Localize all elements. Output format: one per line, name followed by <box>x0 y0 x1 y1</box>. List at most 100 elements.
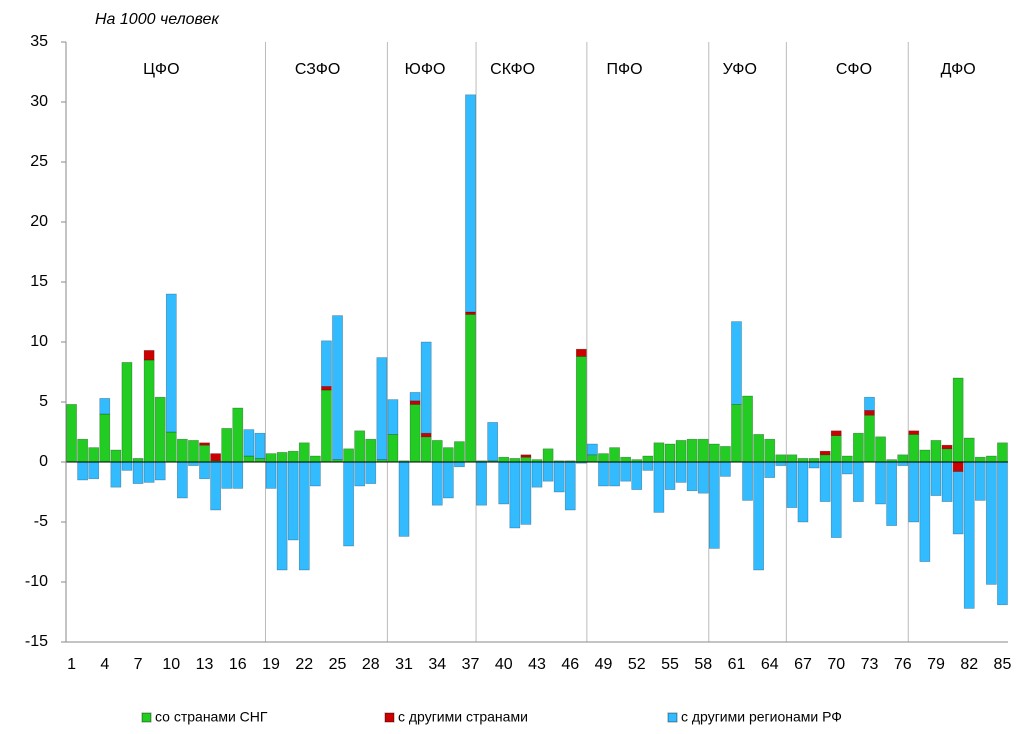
bar-segment <box>974 456 986 463</box>
bar-segment <box>276 452 288 463</box>
bar-segment <box>841 461 853 475</box>
bar-segment <box>997 442 1008 463</box>
y-tick-label: 25 <box>30 153 48 170</box>
bar-segment <box>398 461 410 537</box>
bar-segment <box>786 454 798 463</box>
bar-segment <box>908 461 920 523</box>
y-tick-label: -15 <box>25 633 48 650</box>
bar-segment <box>365 461 377 484</box>
bar-segment <box>431 440 443 463</box>
legend-marker <box>384 712 395 723</box>
group-label: ПФО <box>606 61 642 78</box>
bar-segment <box>786 461 798 508</box>
x-tick-label: 19 <box>262 656 280 673</box>
bar-segment <box>575 356 587 463</box>
bar-segment <box>830 435 842 463</box>
y-tick-label: 10 <box>30 333 48 350</box>
bar-segment <box>875 436 886 463</box>
bar-segment <box>886 461 897 526</box>
bar-segment <box>620 461 632 482</box>
bar-segment <box>265 453 277 463</box>
bar-segment <box>188 440 199 463</box>
bar-segment <box>731 321 742 405</box>
bar-segment <box>420 436 432 463</box>
bar-segment <box>742 461 753 501</box>
bar-segment <box>154 461 166 481</box>
bar-segment <box>564 461 576 511</box>
bar-segment <box>298 461 310 571</box>
bar-segment <box>963 437 975 463</box>
bar-segment <box>952 461 964 472</box>
y-tick-label: 15 <box>30 273 48 290</box>
legend-label: с другими регионами РФ <box>681 709 842 725</box>
bar-segment <box>354 430 366 463</box>
x-tick-label: 1 <box>67 656 76 673</box>
bar-segment <box>442 461 454 499</box>
bar-segment <box>864 396 875 411</box>
bar-segment <box>465 94 476 313</box>
bar-segment <box>165 431 177 463</box>
bar-segment <box>598 453 609 463</box>
bar-segment <box>686 438 698 463</box>
bar-segment <box>952 377 964 463</box>
bar-segment <box>77 438 88 463</box>
bar-segment <box>875 461 886 505</box>
x-tick-label: 22 <box>295 656 313 673</box>
bar-segment <box>287 461 299 541</box>
y-tick-label: 35 <box>30 33 48 50</box>
bar-segment <box>897 461 909 466</box>
bar-segment <box>864 410 875 416</box>
bar-segment <box>132 461 144 484</box>
x-tick-label: 58 <box>694 656 712 673</box>
bar-segment <box>598 461 609 487</box>
bar-segment <box>731 404 742 463</box>
bar-segment <box>310 455 321 463</box>
group-label: ЦФО <box>143 61 179 78</box>
legend-marker <box>141 712 152 723</box>
x-tick-label: 31 <box>395 656 413 673</box>
bar-segment <box>819 461 831 502</box>
bar-segment <box>742 395 753 463</box>
bar-segment <box>919 461 931 562</box>
bar-segment <box>919 449 931 463</box>
bar-segment <box>232 407 244 463</box>
bar-segment <box>775 461 787 466</box>
x-tick-label: 46 <box>561 656 579 673</box>
bar-segment <box>664 461 676 490</box>
bar-segment <box>354 461 366 487</box>
bar-segment <box>653 461 665 513</box>
bar-segment <box>952 471 964 535</box>
bar-segment <box>797 461 809 523</box>
bar-segment <box>509 458 521 463</box>
bar-segment <box>609 447 620 463</box>
bar-segment <box>930 461 942 496</box>
bar-segment <box>509 461 521 529</box>
bar-segment <box>498 461 510 505</box>
bar-segment <box>210 453 221 462</box>
bar-segment <box>143 461 155 483</box>
bar-segment <box>520 456 532 463</box>
x-tick-label: 10 <box>162 656 180 673</box>
bar-segment <box>454 461 465 468</box>
bar-segment <box>487 422 499 462</box>
bar-segment <box>941 448 953 463</box>
bar-segment <box>465 314 476 463</box>
bar-segment <box>121 362 133 463</box>
bar-segment <box>88 447 100 463</box>
bar-segment <box>199 444 210 463</box>
bar-segment <box>520 461 532 525</box>
bar-segment <box>99 398 111 415</box>
group-label: ДФО <box>941 61 976 78</box>
bar-segment <box>165 293 177 433</box>
bar-segment <box>420 432 432 438</box>
x-tick-label: 61 <box>728 656 746 673</box>
bar-segment <box>808 461 820 469</box>
bar-segment <box>997 461 1008 606</box>
chart-subtitle: На 1000 человек <box>95 11 220 28</box>
bar-segment <box>177 438 188 463</box>
bar-segment <box>387 434 399 463</box>
bar-segment <box>210 461 221 511</box>
bar-segment <box>221 428 233 463</box>
bar-segment <box>753 461 764 571</box>
